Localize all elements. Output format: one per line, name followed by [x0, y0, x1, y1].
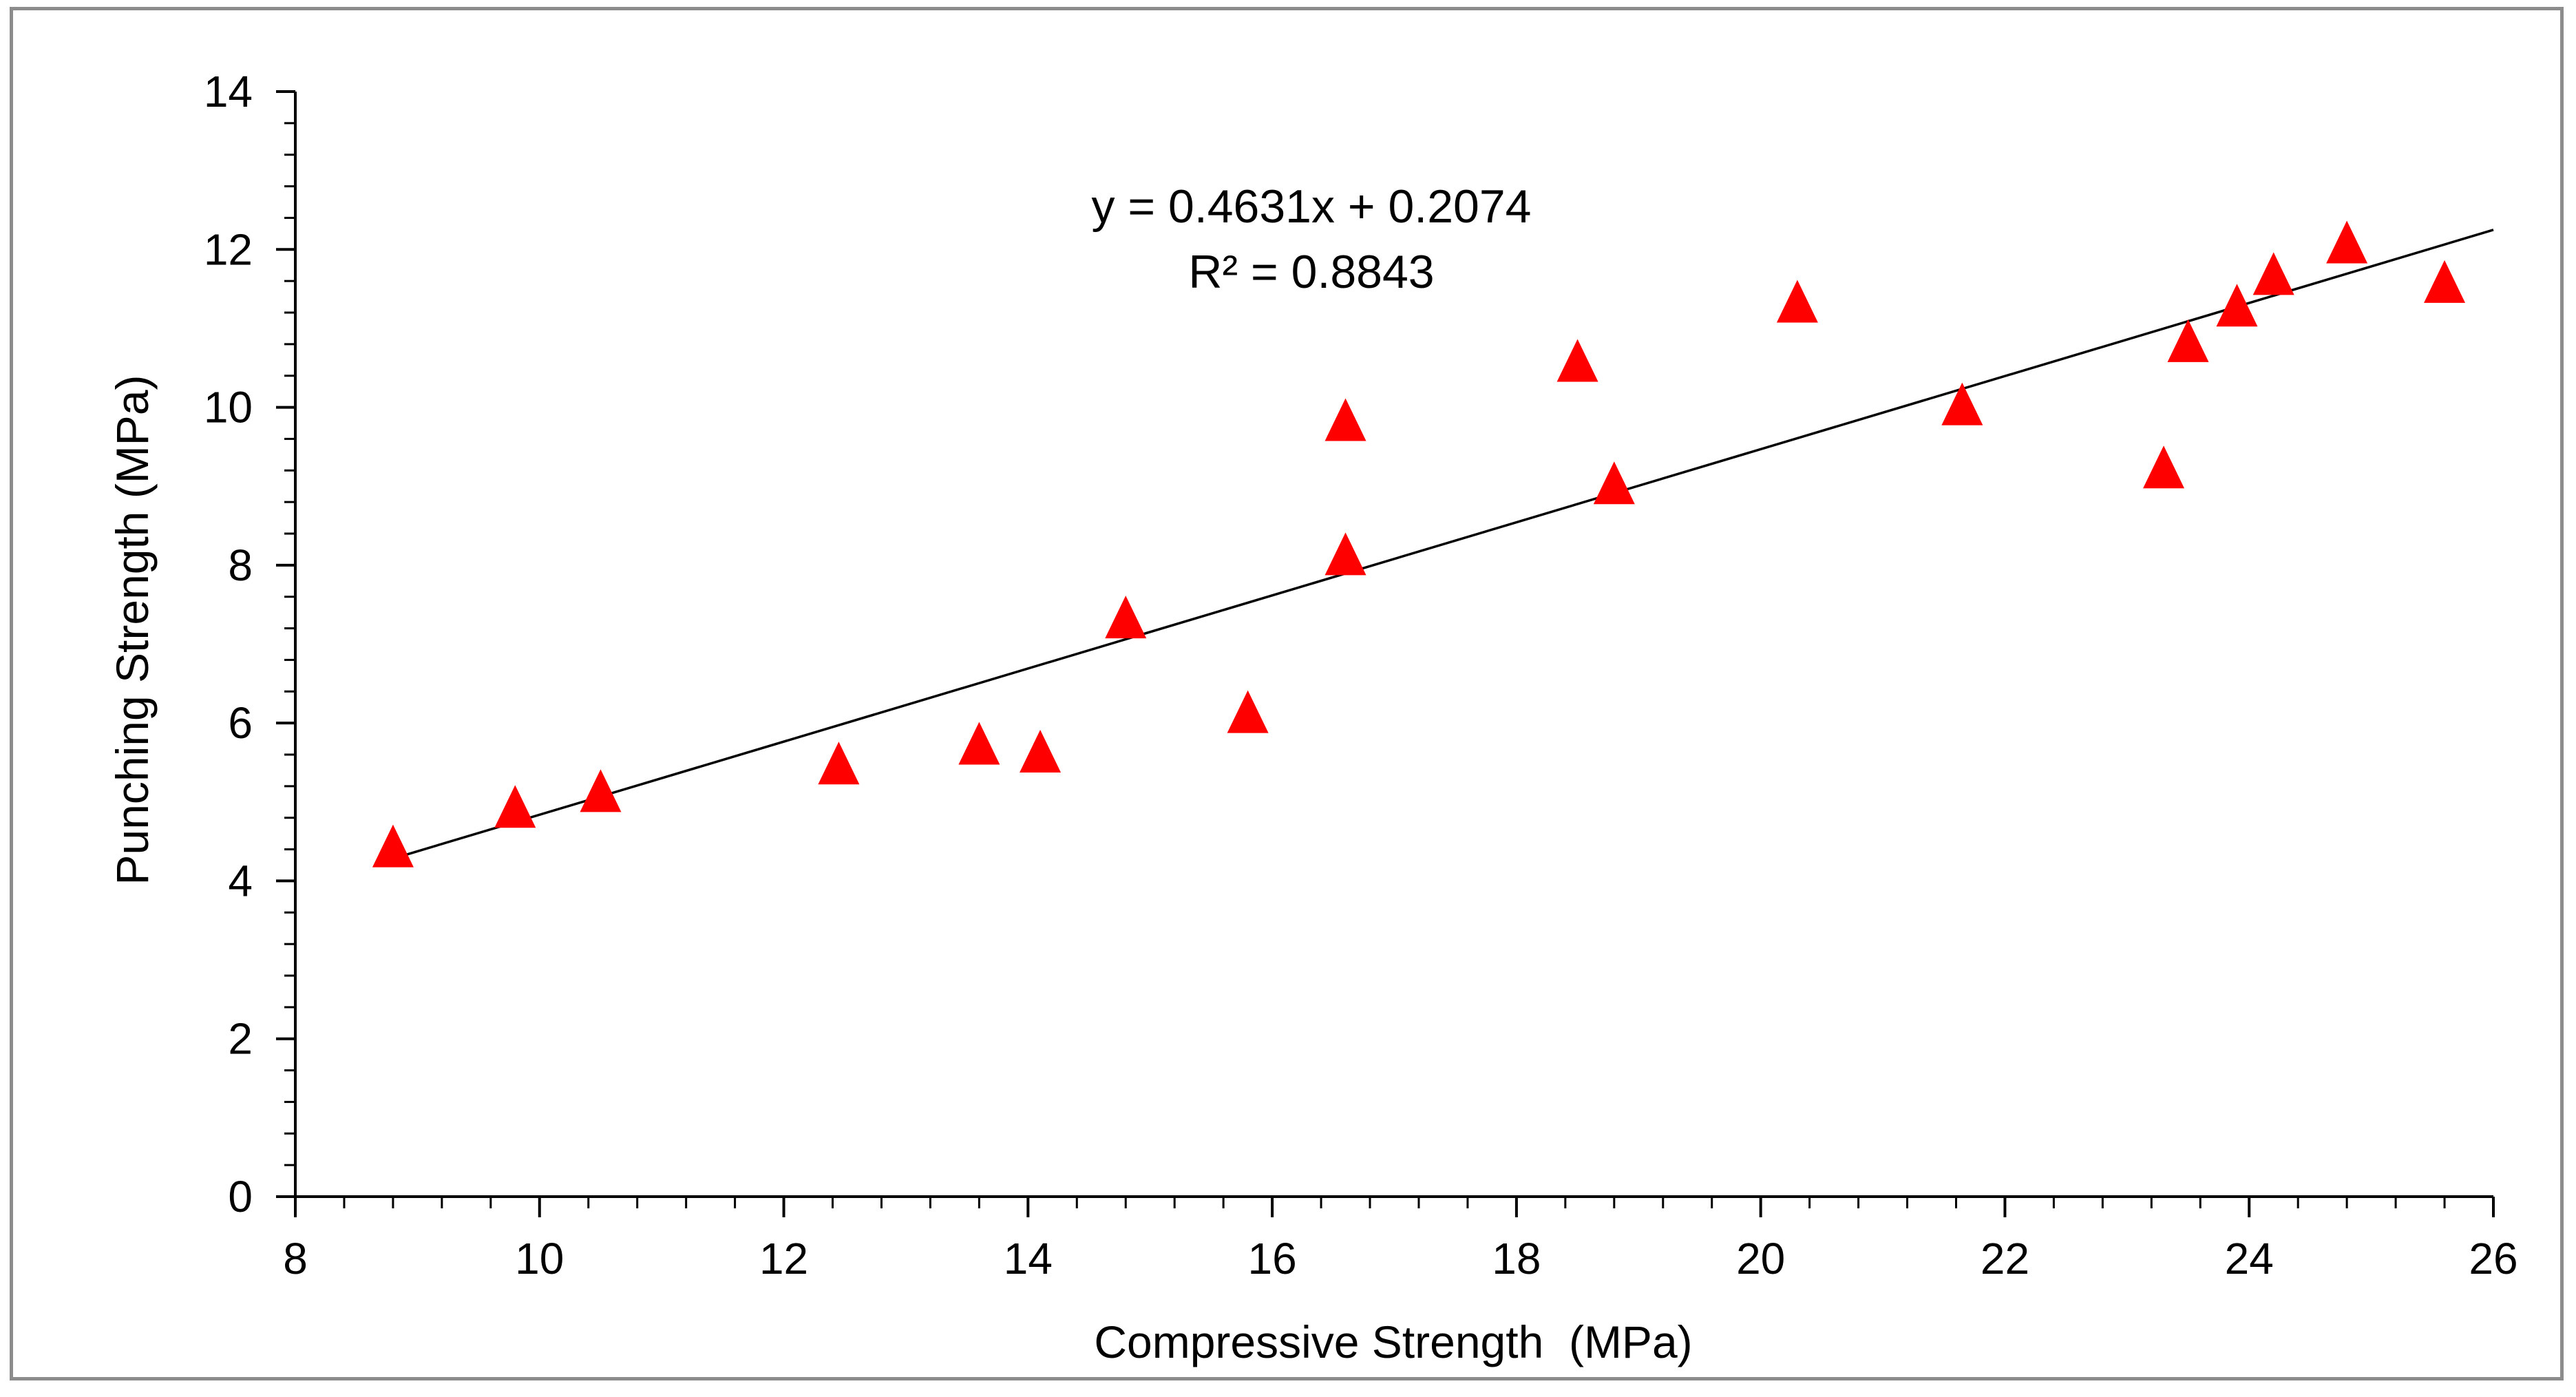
x-tick-label: 24 — [2225, 1234, 2274, 1283]
y-tick-label: 6 — [228, 698, 253, 748]
data-point-marker — [2252, 252, 2294, 295]
x-tick-label: 10 — [515, 1234, 564, 1283]
x-tick-label: 18 — [1492, 1234, 1541, 1283]
data-point-marker — [372, 824, 414, 868]
data-point-marker — [2424, 260, 2466, 303]
chart-frame — [10, 7, 2564, 1380]
data-point-marker — [1324, 398, 1366, 441]
trendline-equation: y = 0.4631x + 0.2074 — [1092, 180, 1532, 233]
x-tick-labels: 8 10 12 14 16 18 20 22 24 26 — [283, 1234, 2517, 1283]
data-point-marker — [1105, 596, 1147, 639]
data-point-marker — [2143, 445, 2185, 489]
data-point-marker — [494, 785, 536, 828]
y-tick-label: 8 — [228, 540, 253, 590]
x-axis-title: Compressive Strength (MPa) — [1094, 1316, 1692, 1367]
x-tick-label: 16 — [1248, 1234, 1297, 1283]
data-point-marker — [818, 742, 860, 785]
x-tick-label: 8 — [283, 1234, 308, 1283]
y-tick-label: 2 — [228, 1014, 253, 1064]
x-tick-label: 20 — [1736, 1234, 1785, 1283]
major-ticks — [276, 90, 2495, 1217]
data-point-marker — [1593, 461, 1635, 505]
data-points — [372, 220, 2466, 868]
y-tick-label: 4 — [228, 856, 253, 905]
y-tick-label: 10 — [204, 383, 253, 432]
x-tick-label: 12 — [759, 1234, 808, 1283]
y-tick-label: 12 — [204, 224, 253, 274]
data-point-marker — [580, 769, 622, 812]
data-point-marker — [1556, 339, 1598, 382]
data-point-marker — [1941, 382, 1983, 426]
data-point-marker — [958, 722, 1000, 765]
trendline — [392, 229, 2494, 860]
x-tick-label: 14 — [1004, 1234, 1053, 1283]
data-point-marker — [1227, 690, 1269, 733]
data-point-marker — [2167, 319, 2209, 362]
data-point-marker — [2216, 284, 2258, 327]
data-point-marker — [1776, 280, 1818, 323]
trendline-r2: R² = 0.8843 — [1188, 246, 1434, 298]
y-axis-title: Punching Strength (MPa) — [107, 375, 158, 885]
x-tick-label: 26 — [2469, 1234, 2517, 1283]
y-tick-label: 14 — [204, 67, 253, 116]
y-tick-label: 0 — [228, 1172, 253, 1221]
data-point-marker — [1324, 532, 1366, 576]
data-point-marker — [2326, 220, 2368, 264]
y-tick-labels: 0 2 4 6 8 10 12 14 — [204, 67, 253, 1221]
data-point-marker — [1020, 730, 1062, 773]
x-tick-label: 22 — [1981, 1234, 2029, 1283]
